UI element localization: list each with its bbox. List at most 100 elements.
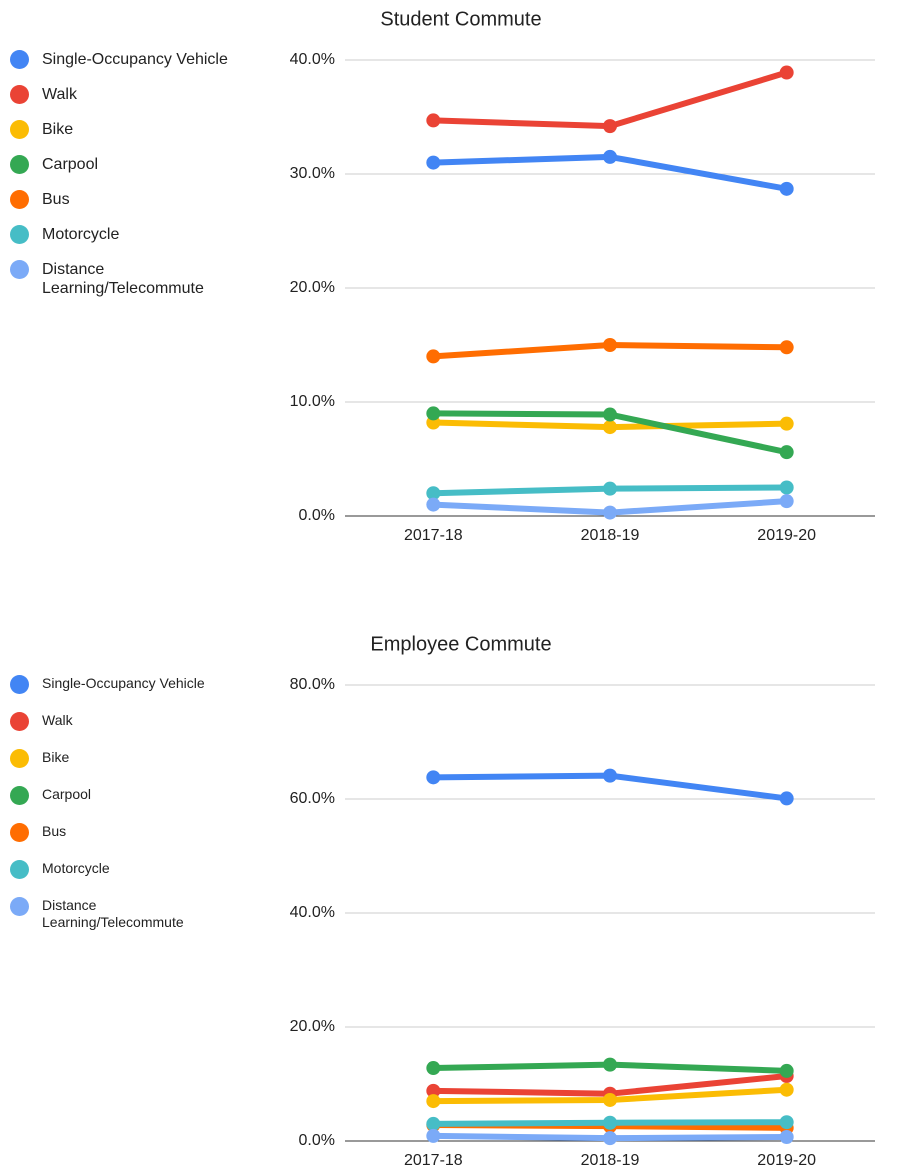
x-tick-label: 2018-19 xyxy=(581,527,640,544)
y-tick-label: 40.0% xyxy=(290,904,335,921)
legend-item: Walk xyxy=(10,85,242,104)
point xyxy=(426,1083,441,1098)
point xyxy=(426,1116,441,1131)
legend-swatch xyxy=(10,749,29,768)
x-tick-label: 2019-20 xyxy=(757,1152,816,1169)
legend-swatch xyxy=(10,260,29,279)
point xyxy=(603,1057,617,1072)
plot: Employee Commute 0.0% 20.0% 40.0% 60.0% 80.0%… xyxy=(290,633,875,1169)
chart: Student Commute 0.0% 10.0% 20.0% 30.0% 40.0% 2… xyxy=(0,0,903,560)
y-tick-label: 60.0% xyxy=(290,790,335,807)
point xyxy=(603,481,617,496)
point xyxy=(603,338,617,352)
legend-swatch xyxy=(10,225,29,244)
legend-label: Single-Occupancy Vehicle xyxy=(42,51,228,68)
legend: Single-Occupancy Vehicle Walk Bike Carpool B… xyxy=(10,675,232,949)
legend-label: Distance Learning/Telecommute xyxy=(42,261,204,297)
chart-title: Student Commute xyxy=(380,8,541,30)
legend-item: Distance Learning/Telecommute xyxy=(10,260,242,298)
legend-label: Bike xyxy=(42,749,70,765)
point xyxy=(603,407,617,422)
legend-item: Bike xyxy=(10,120,242,139)
point xyxy=(779,65,794,80)
y-tick-label: 0.0% xyxy=(299,507,335,524)
y-tick-label: 10.0% xyxy=(290,393,335,410)
point xyxy=(603,149,617,164)
legend-item: Walk xyxy=(10,712,232,731)
legend: Single-Occupancy Vehicle Walk Bike Carpool B… xyxy=(10,50,242,314)
point xyxy=(603,768,617,783)
legend-label: Motorcycle xyxy=(42,226,120,243)
series-line xyxy=(433,69,788,130)
point xyxy=(779,1063,794,1078)
point xyxy=(426,1128,441,1143)
point xyxy=(603,119,617,134)
point xyxy=(603,1131,617,1146)
point xyxy=(603,505,617,520)
legend-label: Distance Learning/Telecommute xyxy=(42,897,184,930)
legend-swatch xyxy=(10,50,29,69)
x-tick-label: 2018-19 xyxy=(581,1152,640,1169)
y-tick-label: 20.0% xyxy=(290,279,335,296)
chart: Employee Commute 0.0% 20.0% 40.0% 60.0% 80.0%… xyxy=(0,625,903,1171)
legend-label: Carpool xyxy=(42,156,99,173)
point xyxy=(779,480,794,495)
point xyxy=(426,486,441,501)
legend-item: Carpool xyxy=(10,155,242,174)
y-tick-label: 0.0% xyxy=(299,1132,335,1149)
legend-swatch xyxy=(10,786,29,805)
legend-swatch xyxy=(10,675,29,694)
point xyxy=(603,420,617,435)
legend-swatch xyxy=(10,860,29,879)
plot: Student Commute 0.0% 10.0% 20.0% 30.0% 40.0% 2… xyxy=(290,8,875,544)
legend-swatch xyxy=(10,120,29,139)
point xyxy=(603,1092,617,1107)
y-tick-label: 20.0% xyxy=(290,1018,335,1035)
point xyxy=(779,1115,794,1130)
point xyxy=(779,416,794,431)
legend-swatch xyxy=(10,897,29,916)
point xyxy=(426,349,441,364)
point xyxy=(426,497,441,512)
legend-swatch xyxy=(10,190,29,209)
legend-item: Bus xyxy=(10,823,232,842)
point xyxy=(426,1061,441,1076)
legend-item: Motorcycle xyxy=(10,860,232,879)
legend-label: Bus xyxy=(42,191,70,208)
legend-item: Motorcycle xyxy=(10,225,242,244)
legend-item: Bus xyxy=(10,190,242,209)
legend-swatch xyxy=(10,155,29,174)
legend-label: Walk xyxy=(42,86,77,103)
legend-label: Carpool xyxy=(42,786,92,802)
point xyxy=(779,340,794,355)
legend-item: Single-Occupancy Vehicle xyxy=(10,50,242,69)
point xyxy=(779,1130,794,1145)
legend-item: Carpool xyxy=(10,786,232,805)
legend-label: Bike xyxy=(42,121,74,138)
y-tick-label: 40.0% xyxy=(290,51,335,68)
point xyxy=(779,181,794,196)
legend-item: Single-Occupancy Vehicle xyxy=(10,675,232,694)
x-tick-label: 2017-18 xyxy=(404,1152,463,1169)
legend-swatch xyxy=(10,823,29,842)
point xyxy=(426,1094,441,1109)
point xyxy=(779,1082,794,1097)
point xyxy=(779,494,794,509)
y-tick-label: 30.0% xyxy=(290,165,335,182)
x-tick-label: 2017-18 xyxy=(404,527,463,544)
legend-label: Walk xyxy=(42,712,73,728)
point xyxy=(426,155,441,170)
legend-label: Motorcycle xyxy=(42,860,110,876)
point xyxy=(779,791,794,806)
legend-item: Distance Learning/Telecommute xyxy=(10,897,232,931)
point xyxy=(426,113,441,128)
legend-item: Bike xyxy=(10,749,232,768)
legend-label: Single-Occupancy Vehicle xyxy=(42,675,205,691)
legend-swatch xyxy=(10,85,29,104)
legend-label: Bus xyxy=(42,823,67,839)
y-tick-label: 80.0% xyxy=(290,676,335,693)
point xyxy=(426,770,441,785)
x-tick-label: 2019-20 xyxy=(757,527,816,544)
legend-swatch xyxy=(10,712,29,731)
